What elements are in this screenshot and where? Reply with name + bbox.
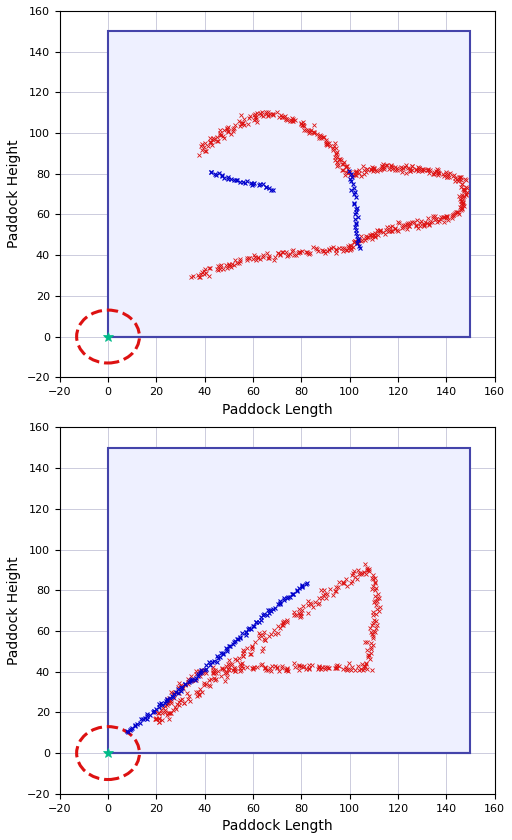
Bar <box>108 448 471 753</box>
X-axis label: Paddock Length: Paddock Length <box>222 819 332 833</box>
Y-axis label: Paddock Height: Paddock Height <box>7 556 21 665</box>
Bar <box>108 31 471 337</box>
X-axis label: Paddock Length: Paddock Length <box>222 402 332 417</box>
Bar <box>108 31 471 337</box>
Y-axis label: Paddock Height: Paddock Height <box>7 139 21 249</box>
Bar <box>108 448 471 753</box>
